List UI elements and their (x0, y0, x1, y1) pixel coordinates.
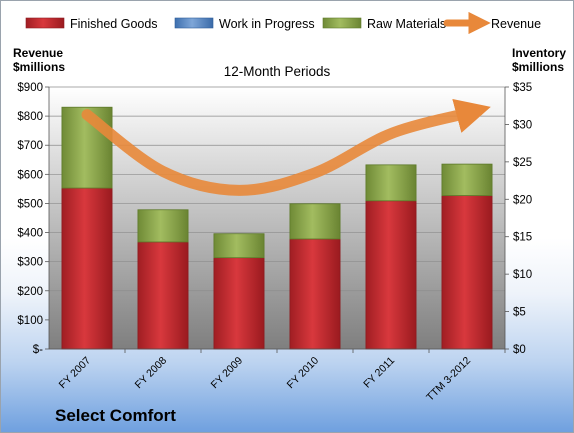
left-tick-label: $500 (17, 198, 43, 210)
right-tick-label: $10 (513, 269, 532, 281)
bar-finished-goods (61, 187, 113, 350)
right-tick-label: $30 (513, 119, 532, 131)
left-tick-label: $600 (17, 169, 43, 181)
legend-label-raw-materials: Raw Materials (367, 17, 446, 31)
legend-swatch-finished-goods (25, 17, 65, 29)
revenue-line (81, 98, 491, 196)
legend-label-revenue: Revenue (491, 17, 541, 31)
legend-item-revenue: Revenue (443, 11, 541, 35)
legend-swatch-raw-materials (322, 17, 362, 29)
right-tick-label: $20 (513, 194, 532, 206)
legend-item-finished-goods: Finished Goods (25, 17, 158, 31)
left-tick-label: $900 (17, 82, 43, 94)
x-tick-label: FY 2009 (209, 355, 246, 392)
company-name: Select Comfort (55, 406, 176, 425)
bar-finished-goods (365, 200, 417, 350)
bar-raw-materials (441, 163, 493, 196)
right-tick-label: $15 (513, 232, 532, 244)
left-axis-label-line1: Revenue (13, 46, 63, 60)
revenue-line-layer (81, 98, 491, 196)
revenue-point (238, 189, 240, 191)
legend-item-work-in-progress: Work in Progress (174, 17, 315, 31)
plot-area (49, 87, 505, 349)
left-tick-label: $800 (17, 111, 43, 123)
left-tick-label: $400 (17, 228, 43, 240)
right-tick-label: $5 (513, 307, 526, 319)
legend-label-finished-goods: Finished Goods (70, 17, 158, 31)
left-tick-label: $100 (17, 315, 43, 327)
left-tick-label: $300 (17, 257, 43, 269)
x-tick-label: FY 2011 (361, 355, 397, 391)
x-tick-label: FY 2010 (285, 355, 322, 392)
legend-item-raw-materials: Raw Materials (322, 17, 446, 31)
right-axis-label-line1: Inventory (512, 46, 566, 60)
x-tick-label: TTM 3-2012 (424, 355, 473, 404)
gridlines (49, 86, 505, 350)
revenue-point (314, 172, 316, 174)
bar-raw-materials (137, 209, 189, 243)
left-tick-label: $- (33, 344, 43, 356)
left-tick-label: $700 (17, 140, 43, 152)
legend-swatch-work-in-progress (174, 17, 214, 29)
revenue-point (162, 170, 164, 172)
right-tick-label: $0 (513, 344, 526, 356)
revenue-point (390, 133, 392, 135)
right-tick-label: $25 (513, 157, 532, 169)
bar-finished-goods (289, 238, 341, 350)
bars-layer (61, 106, 493, 350)
left-tick-label: $200 (17, 286, 43, 298)
chart-title: 12-Month Periods (224, 64, 331, 79)
right-tick-label: $35 (513, 82, 532, 94)
x-tick-label: FY 2008 (133, 355, 170, 392)
legend-label-work-in-progress: Work in Progress (219, 17, 315, 31)
bar-raw-materials (213, 233, 265, 259)
legend: Finished Goods Work in Progress Raw Mate… (25, 11, 541, 35)
bar-finished-goods (137, 241, 189, 350)
bar-finished-goods (441, 195, 493, 350)
bar-finished-goods (213, 257, 265, 350)
revenue-point (466, 112, 468, 114)
revenue-point (86, 114, 88, 116)
bar-raw-materials (365, 164, 417, 202)
right-axis-label-line2: $millions (512, 60, 564, 74)
bar-raw-materials (289, 203, 341, 240)
left-axis-label-line2: $millions (13, 60, 65, 74)
x-tick-label: FY 2007 (57, 355, 94, 392)
